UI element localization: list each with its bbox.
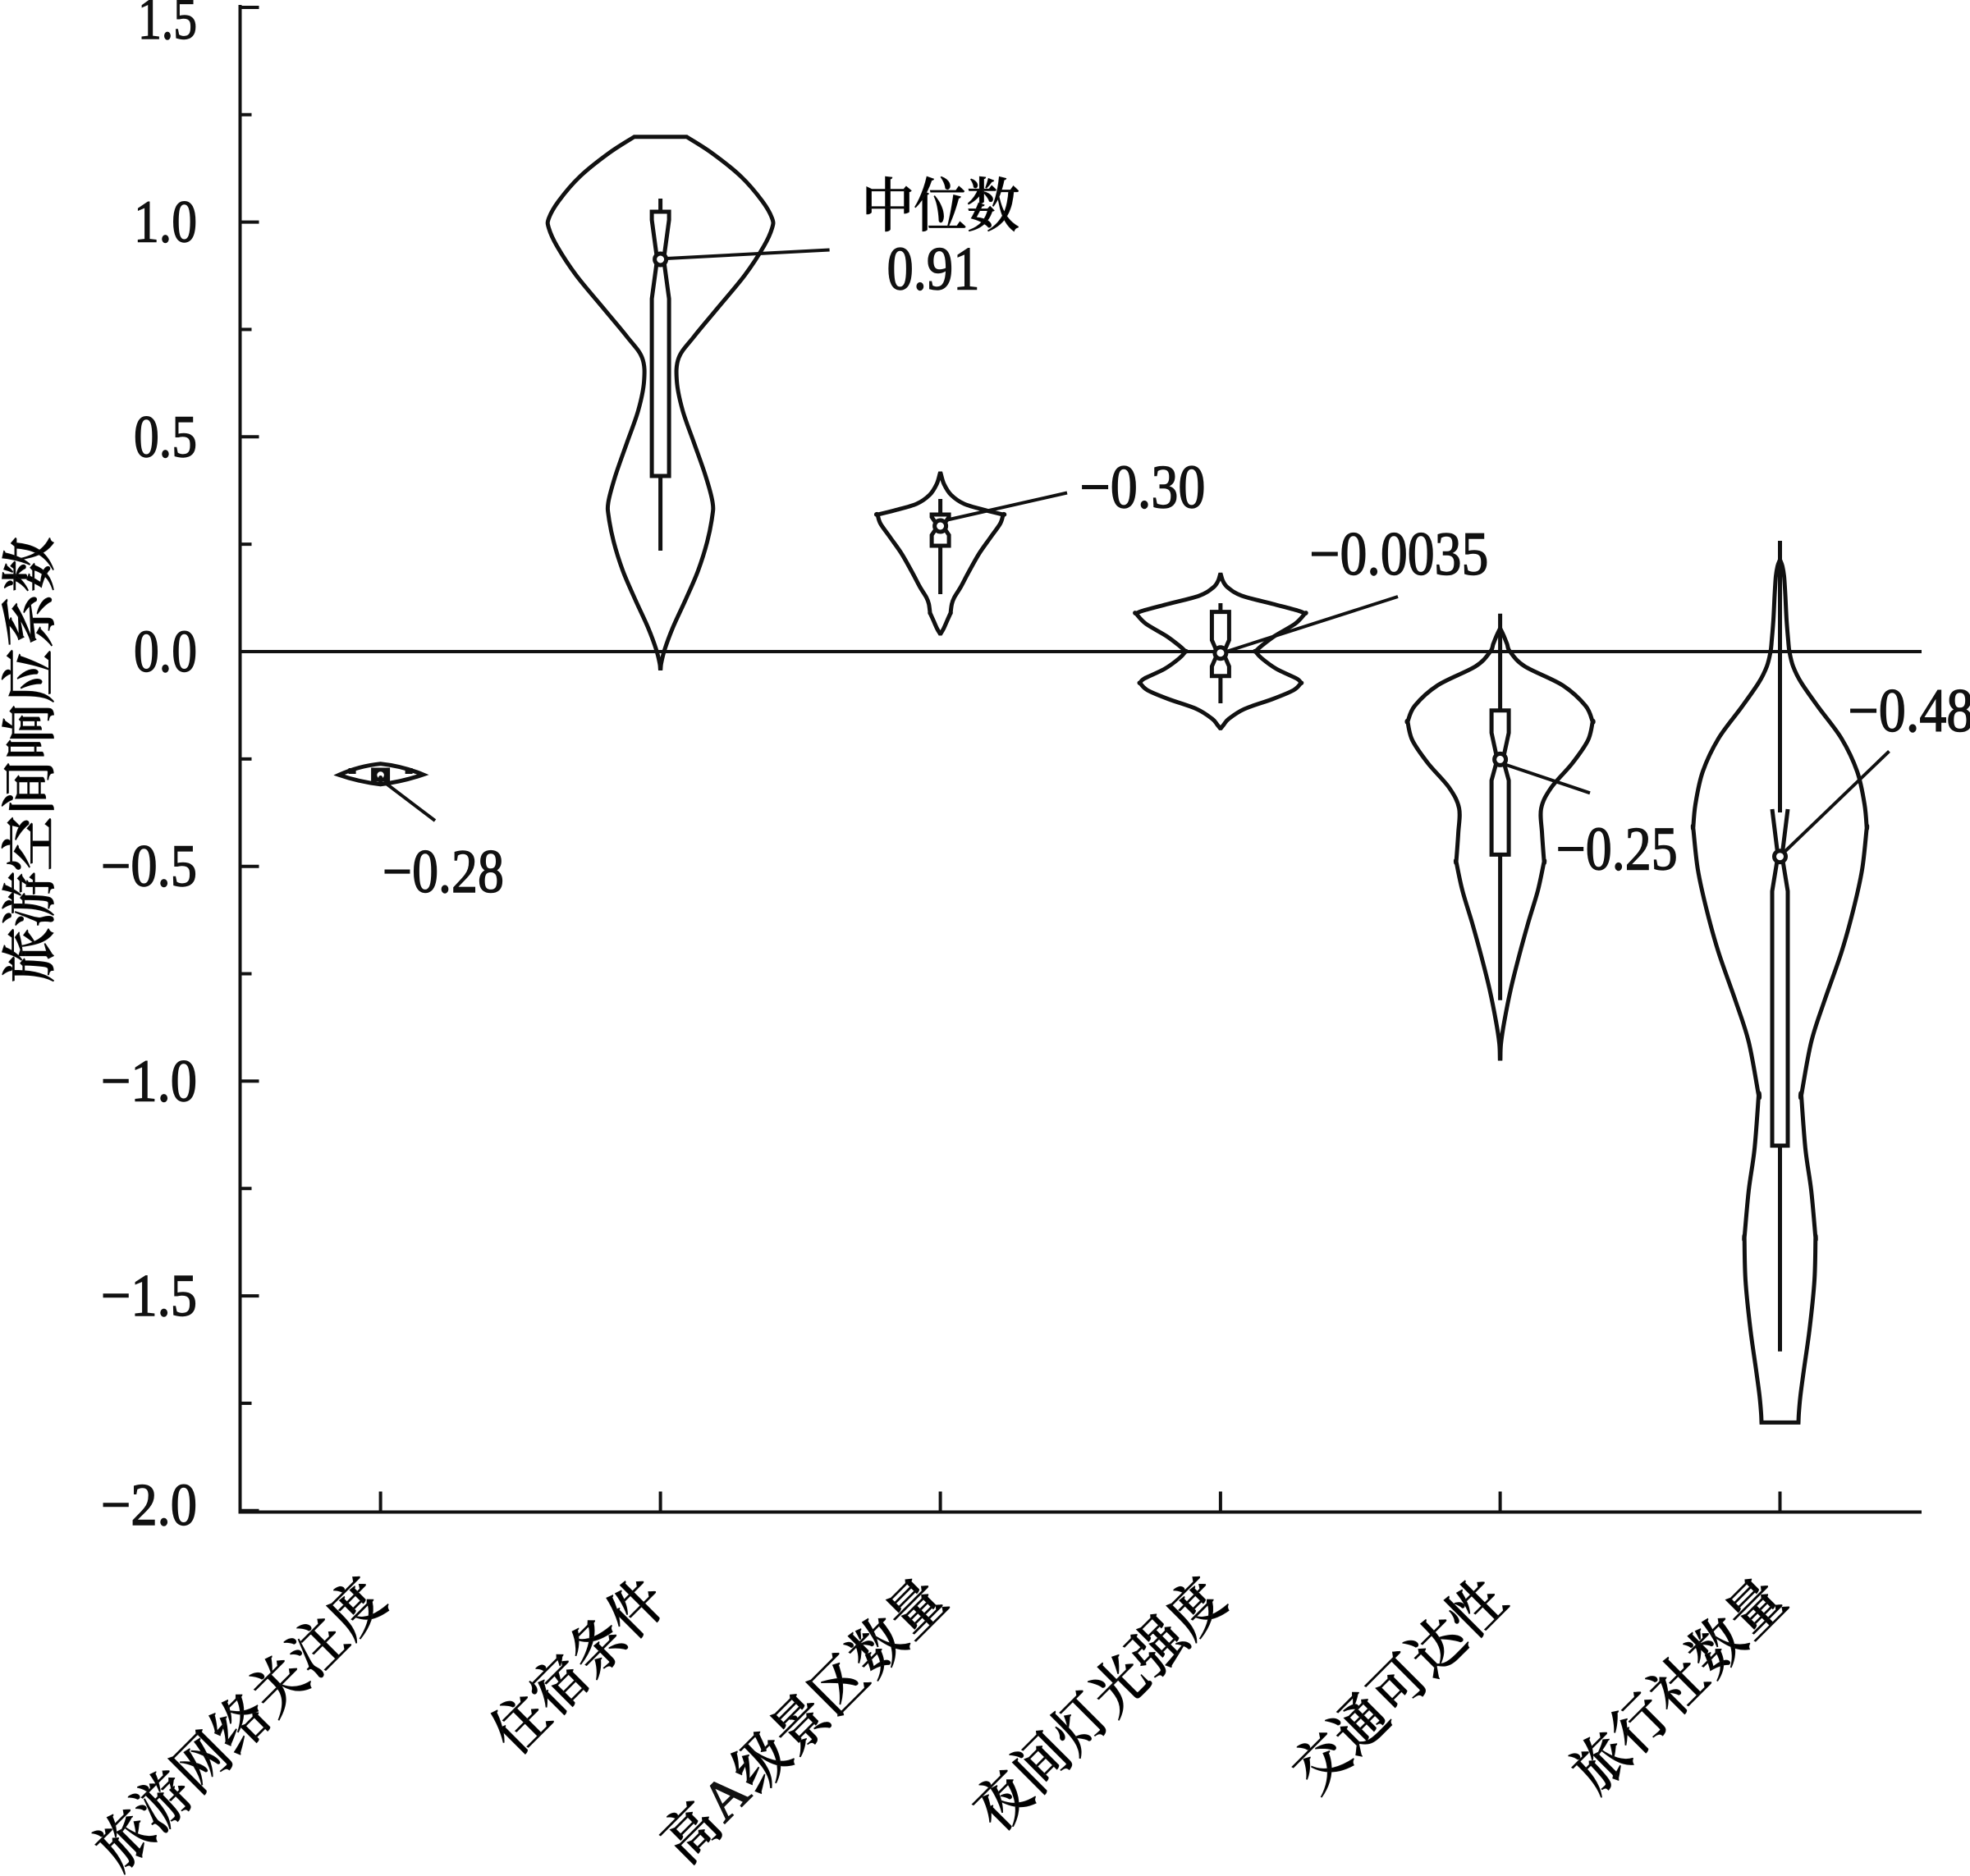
svg-text:−2.0: −2.0	[101, 1471, 197, 1538]
svg-text:0.91: 0.91	[887, 236, 980, 304]
svg-text:0.5: 0.5	[134, 403, 197, 469]
svg-text:−0.0035: −0.0035	[1309, 520, 1488, 588]
svg-text:−0.30: −0.30	[1080, 454, 1206, 522]
svg-text:1.5: 1.5	[138, 0, 197, 52]
svg-text:1.0: 1.0	[134, 189, 197, 255]
svg-text:−0.48: −0.48	[1849, 677, 1970, 745]
svg-text:−0.25: −0.25	[1556, 816, 1678, 884]
svg-text:0.0: 0.0	[134, 618, 197, 684]
svg-text:−1.5: −1.5	[101, 1262, 197, 1329]
svg-text:−0.28: −0.28	[383, 838, 504, 906]
svg-text:−1.0: −1.0	[101, 1047, 197, 1114]
svg-text:−0.5: −0.5	[101, 833, 197, 899]
